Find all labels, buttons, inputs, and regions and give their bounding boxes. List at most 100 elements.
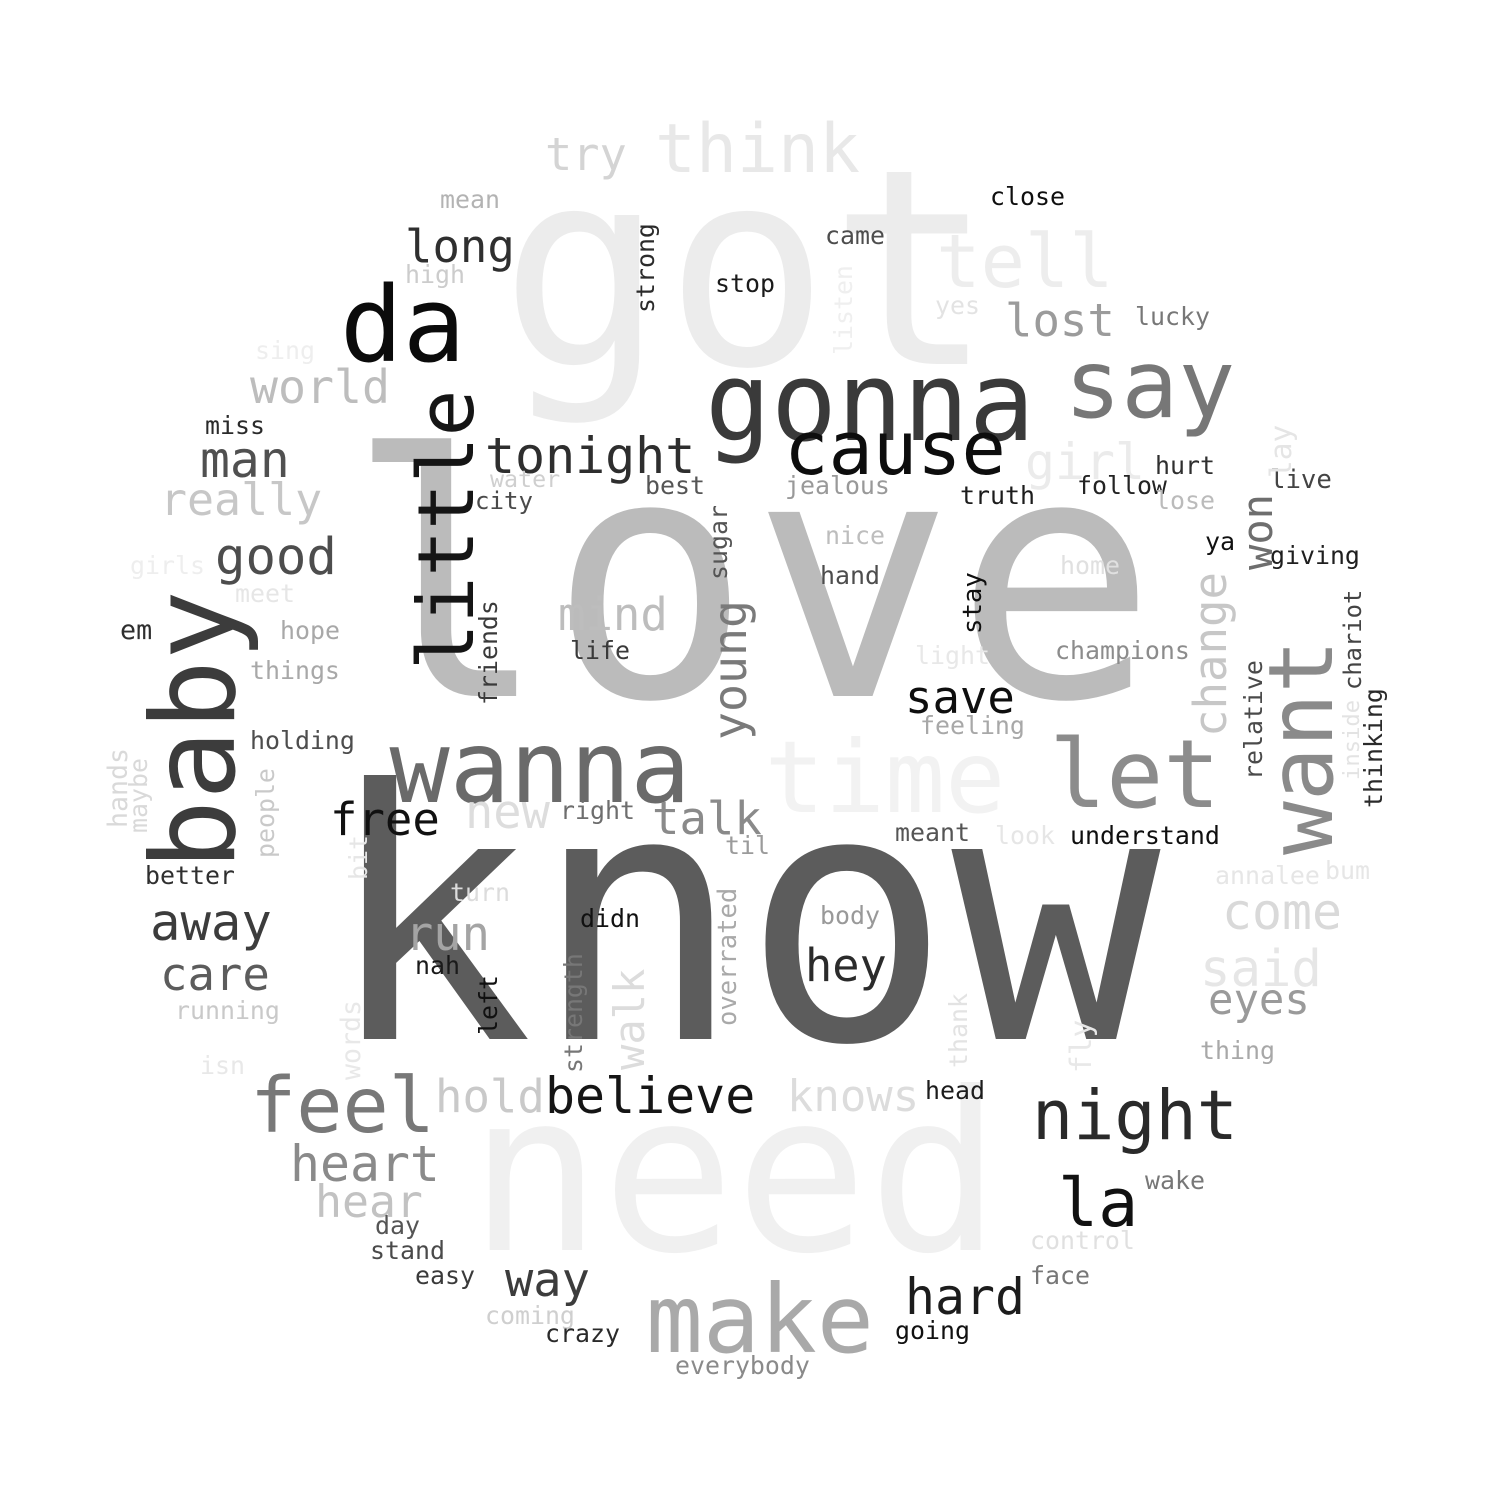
cloud-word-light: light <box>915 640 990 670</box>
cloud-word-hope: hope <box>280 615 340 645</box>
cloud-word-strong: strong <box>630 223 660 313</box>
cloud-word-right: right <box>560 795 635 825</box>
cloud-word-feeling: feeling <box>920 710 1025 740</box>
cloud-word-la: la <box>1058 1163 1139 1242</box>
cloud-word-way: way <box>505 1252 590 1308</box>
cloud-word-mind: mind <box>558 587 668 641</box>
cloud-word-nice: nice <box>825 520 885 550</box>
cloud-word-head: head <box>925 1075 985 1105</box>
cloud-word-got: got <box>500 110 994 430</box>
cloud-word-nah: nah <box>415 950 460 980</box>
cloud-word-holding: holding <box>250 725 355 755</box>
cloud-word-baby: baby <box>126 590 262 870</box>
cloud-word-thing: thing <box>1200 1035 1275 1065</box>
cloud-word-let: let <box>1049 719 1221 830</box>
cloud-word-sugar: sugar <box>703 505 733 580</box>
cloud-word-tonight: tonight <box>485 427 696 486</box>
cloud-word-come: come <box>1222 883 1342 942</box>
cloud-word-crazy: crazy <box>545 1318 620 1348</box>
cloud-word-really: really <box>160 472 323 526</box>
cloud-word-wanna: wanna <box>389 708 691 826</box>
cloud-word-miss: miss <box>205 410 265 440</box>
cloud-word-eyes: eyes <box>1208 975 1310 1025</box>
cloud-word-cause: cause <box>784 407 1006 493</box>
cloud-word-thank: thank <box>943 993 973 1068</box>
cloud-word-face: face <box>1030 1260 1090 1290</box>
cloud-word-meet: meet <box>235 578 295 608</box>
cloud-word-gonna: gonna <box>705 337 1035 466</box>
cloud-word-follow: follow <box>1077 470 1167 500</box>
cloud-word-thinking: thinking <box>1358 688 1388 808</box>
cloud-word-annalee: annalee <box>1215 860 1320 890</box>
cloud-word-man: man <box>200 431 290 490</box>
cloud-word-chariot: chariot <box>1339 589 1368 690</box>
cloud-word-listen: listen <box>828 265 858 355</box>
cloud-word-tell: tell <box>936 220 1114 306</box>
cloud-word-world: world <box>250 360 390 415</box>
cloud-word-things: things <box>250 655 340 685</box>
cloud-word-turn: turn <box>450 877 510 907</box>
cloud-word-need: need <box>468 1046 1002 1304</box>
cloud-word-isn: isn <box>200 1050 245 1080</box>
cloud-word-hear: hear <box>315 1175 423 1229</box>
cloud-word-best: best <box>645 470 705 500</box>
cloud-word-mean: mean <box>440 184 500 214</box>
cloud-word-believe: believe <box>545 1067 756 1126</box>
cloud-word-overrated: overrated <box>713 887 744 1026</box>
cloud-word-say: say <box>1064 329 1236 440</box>
cloud-word-meant: meant <box>895 817 970 847</box>
cloud-word-understand: understand <box>1070 820 1220 850</box>
cloud-word-champions: champions <box>1055 635 1190 665</box>
cloud-word-run: run <box>405 907 490 963</box>
cloud-word-wake: wake <box>1145 1165 1205 1195</box>
cloud-word-make: make <box>645 1264 874 1375</box>
cloud-word-stand: stand <box>370 1235 445 1265</box>
cloud-word-fly: fly <box>1064 1019 1099 1073</box>
cloud-word-new: new <box>465 785 550 841</box>
cloud-word-stay: stay <box>958 572 989 634</box>
cloud-word-change: change <box>1183 571 1237 737</box>
cloud-word-free: free <box>330 793 440 847</box>
cloud-word-life: life <box>570 635 630 665</box>
cloud-word-hold: hold <box>435 1070 545 1124</box>
cloud-word-control: control <box>1030 1225 1135 1255</box>
cloud-word-lose: lose <box>1155 485 1215 515</box>
cloud-word-heart: heart <box>290 1135 440 1194</box>
cloud-word-lost: lost <box>1005 293 1115 347</box>
cloud-word-hand: hand <box>820 560 880 590</box>
cloud-word-close: close <box>990 181 1065 211</box>
cloud-word-talk: talk <box>652 792 762 846</box>
cloud-word-love: love <box>346 383 1158 776</box>
cloud-word-stop: stop <box>715 268 775 298</box>
cloud-word-water: water <box>490 466 561 494</box>
cloud-word-came: came <box>825 220 885 250</box>
cloud-word-young: young <box>703 600 758 740</box>
cloud-word-bum: bum <box>1325 855 1370 885</box>
cloud-word-giving: giving <box>1270 540 1360 570</box>
cloud-word-hard: hard <box>905 1267 1025 1326</box>
cloud-word-lucky: lucky <box>1135 301 1210 331</box>
cloud-word-city: city <box>475 486 534 515</box>
cloud-word-left: left <box>473 975 503 1035</box>
cloud-word-running: running <box>175 995 280 1025</box>
cloud-word-save: save <box>905 671 1015 725</box>
cloud-word-maybe: maybe <box>123 758 153 833</box>
cloud-word-away: away <box>150 892 272 952</box>
cloud-word-ya: ya <box>1205 526 1236 556</box>
cloud-word-home: home <box>1060 550 1120 580</box>
cloud-word-friends: friends <box>473 600 503 705</box>
cloud-word-look: look <box>995 820 1055 850</box>
cloud-word-coming: coming <box>485 1300 575 1330</box>
cloud-word-didn: didn <box>580 903 640 933</box>
cloud-word-yes: yes <box>935 290 980 320</box>
cloud-word-sing: sing <box>255 335 315 365</box>
cloud-word-long: long <box>405 220 515 274</box>
cloud-word-people: people <box>250 768 280 858</box>
cloud-word-day: day <box>375 1210 420 1240</box>
cloud-word-hurt: hurt <box>1155 450 1215 480</box>
cloud-word-try: try <box>545 128 627 182</box>
cloud-word-high: high <box>405 259 465 289</box>
cloud-word-girl: girl <box>1025 432 1145 491</box>
cloud-word-knows: knows <box>787 1071 920 1123</box>
